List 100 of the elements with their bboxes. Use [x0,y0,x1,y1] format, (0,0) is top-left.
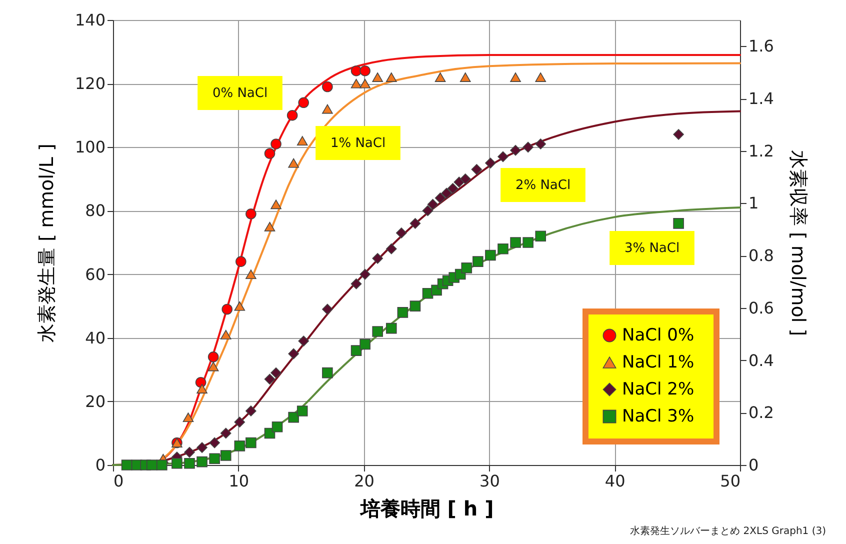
y-tick-label: 100 [74,138,106,157]
x-tick-label: 0 [114,472,124,490]
y2-tick-label: 1.4 [748,89,774,108]
x-tick-label: 50 [720,472,740,490]
point [386,72,397,82]
point [184,458,195,469]
x-tick-label: 40 [604,472,626,490]
point [288,348,299,360]
point [270,138,282,150]
annotation: 1% NaCl [330,136,386,151]
legend-label: NaCl 2% [622,380,694,400]
y2-tick-label: 1 [748,194,759,213]
legend-label: NaCl 3% [622,406,694,426]
y-tick-label: 0 [95,456,106,474]
point [322,104,333,114]
y-tick-label: 40 [85,328,106,348]
y2-tick-label: 0 [748,456,759,474]
point [182,412,194,422]
point [522,237,534,248]
point [146,460,158,470]
point [510,237,521,248]
y2-tick-label: 0.2 [748,403,774,422]
y-tick-label: 120 [74,74,106,94]
point [447,183,458,194]
point [234,301,246,311]
point [195,376,206,388]
point [222,304,233,315]
point [196,384,208,394]
point [286,110,298,121]
point [472,256,484,267]
point [220,450,232,461]
point [264,222,276,232]
point [208,352,219,362]
point [246,270,256,280]
point [209,453,220,464]
point [372,72,383,82]
y2-axis-title: 水素収率 [ mol/mol ] [786,150,809,336]
point [471,164,482,175]
legend-label: NaCl 1% [622,352,694,372]
point [288,412,299,423]
point [460,72,471,82]
point [264,374,276,385]
point [396,228,407,238]
point [360,65,370,76]
point [322,367,333,378]
text: 水素発生ソルバーまとめ 2XLS Graph1 (3) [630,524,826,538]
point [434,192,446,204]
point [397,307,408,318]
point [461,262,472,274]
x-tick-label: 10 [228,472,250,490]
point [434,72,446,82]
x-axis-title: 培養時間 [ h ] [359,496,494,520]
point [360,78,370,88]
point [498,243,508,254]
point [350,345,362,356]
point [350,65,362,76]
point [510,72,521,82]
point [270,367,282,378]
point [220,330,232,340]
y2-tick-label: 0.8 [748,246,774,266]
y2-tick-label: 1.2 [748,141,774,160]
annotation: 2% NaCl [515,178,571,193]
point [422,205,434,216]
y-tick-label: 80 [85,201,106,220]
point [427,198,438,210]
point [522,142,534,153]
point [386,322,397,334]
point [296,406,308,416]
point [184,446,195,458]
point [172,458,182,469]
point [298,97,310,108]
point [298,336,310,346]
point [246,406,256,416]
point [296,136,308,146]
annotation: 3% NaCl [624,241,680,256]
point [510,144,521,156]
y-tick-label: 20 [85,392,106,411]
y2-tick-label: 1.6 [748,36,774,56]
point [272,421,283,432]
point [535,230,546,242]
point [236,256,246,267]
point [485,158,496,168]
point [498,151,508,162]
point [372,326,383,337]
point [535,138,546,150]
point [386,243,397,254]
point [196,456,208,468]
point [410,218,421,229]
point [350,78,362,88]
y-tick-label: 60 [85,264,106,284]
y2-tick-label: 0.6 [748,298,774,318]
point [460,174,471,184]
y-axis-title: 水素発生量 [ mmol/L ] [36,144,58,342]
point [288,158,299,168]
point [234,416,246,428]
point [246,208,256,220]
point [246,437,256,448]
x-tick-label: 20 [354,472,374,490]
point [220,428,232,439]
point [535,72,546,82]
